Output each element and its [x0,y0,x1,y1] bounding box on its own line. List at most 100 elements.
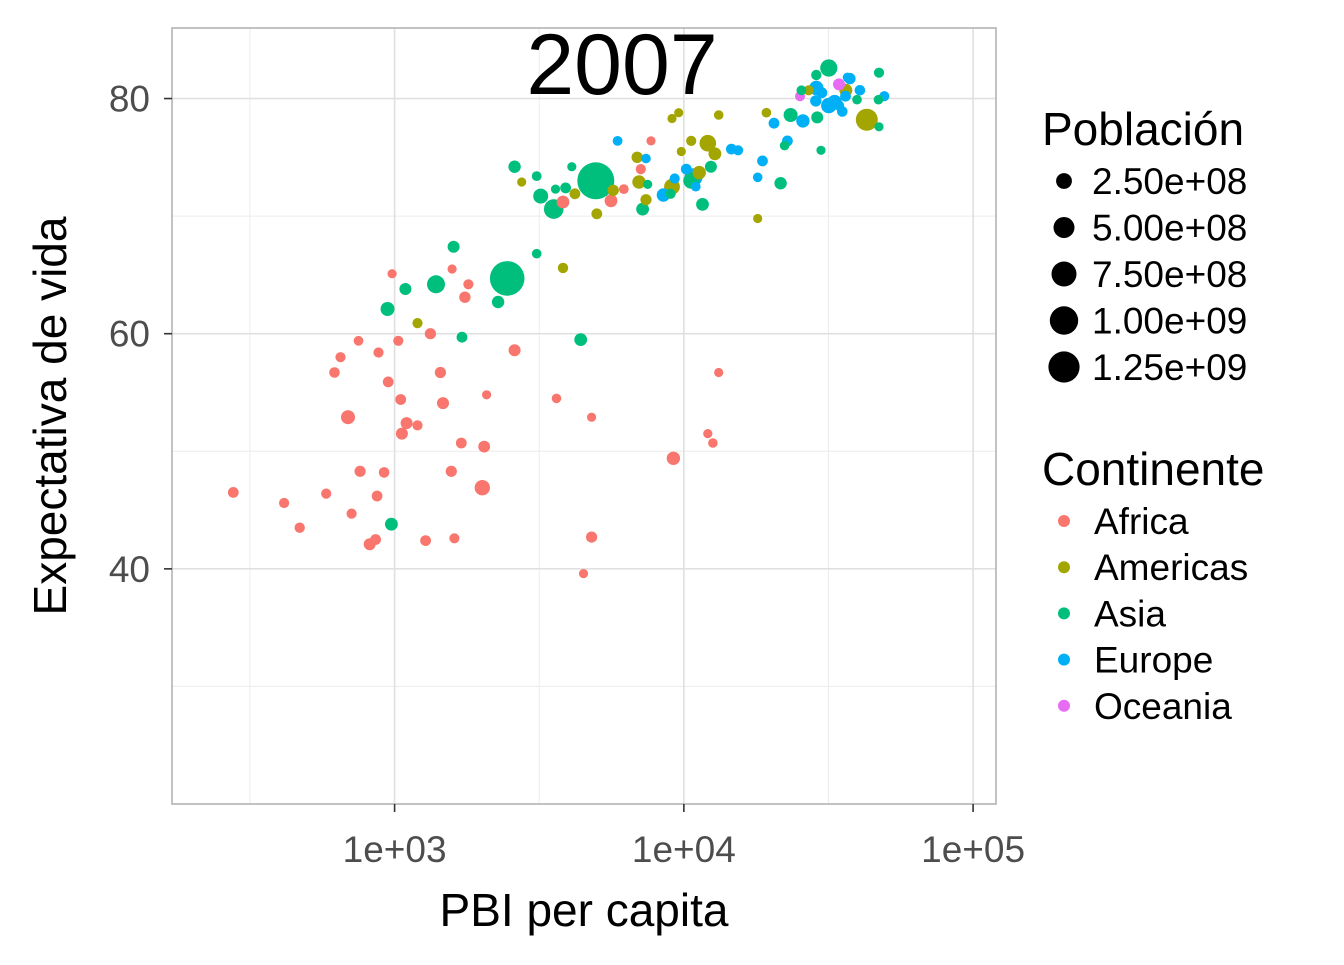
point-africa [378,467,390,478]
point-africa [341,410,355,425]
point-asia [508,160,521,173]
point-asia [820,59,838,77]
size-legend-label: 2.50e+08 [1092,161,1247,202]
point-africa [420,535,431,546]
data-points [227,59,890,579]
point-europe [768,117,780,129]
point-americas [686,135,697,146]
point-europe [840,90,851,102]
point-africa [412,420,423,431]
point-asia [774,177,787,190]
point-asia [560,182,571,194]
point-africa [714,367,724,378]
point-asia [873,94,884,105]
size-legend-key [1051,261,1077,287]
point-europe [810,95,822,107]
point-africa [708,438,718,448]
point-europe [842,72,853,83]
y-tick-label: 40 [109,549,150,590]
point-asia [380,302,395,316]
point-asia [852,94,862,105]
point-africa [294,522,305,533]
size-legend: Población 2.50e+08 5.00e+08 7.50e+08 1.00e+… [1042,103,1247,388]
color-legend-label: Africa [1094,501,1189,542]
point-africa [551,393,562,404]
chart-title: 2007 [526,17,717,113]
size-legend-key [1056,173,1072,189]
point-asia [636,202,649,216]
point-africa [463,279,474,290]
size-legend-key [1049,306,1079,335]
x-axis-label: PBI per capita [440,884,729,936]
x-axis: 1e+03 1e+04 1e+05 [343,804,1025,870]
point-africa [424,328,436,340]
point-americas [692,165,706,180]
color-legend-key-africa [1058,515,1070,527]
point-asia [665,188,676,199]
grid [172,28,996,804]
point-africa [370,534,381,545]
point-europe [833,100,845,111]
point-africa [447,264,457,274]
point-africa [455,437,467,449]
point-asia [574,333,588,346]
point-asia [873,67,885,78]
point-africa [321,488,332,499]
point-africa [508,344,521,357]
color-legend-key-europe [1058,653,1070,666]
point-africa [393,335,404,346]
point-africa [387,269,397,279]
point-asia [696,198,709,211]
point-africa [604,194,618,208]
point-europe [757,155,768,167]
y-axis: 40 60 80 [109,79,172,590]
point-americas [607,184,619,196]
size-legend-label: 1.00e+09 [1092,301,1247,342]
point-asia [456,331,468,343]
point-africa [445,465,457,477]
point-asia [816,145,826,155]
point-europe [680,163,692,175]
point-europe [816,87,828,99]
point-africa [635,164,646,175]
point-africa [400,417,413,430]
point-africa [482,390,492,400]
color-legend: Continente Africa Americas Asia Europe Ocean… [1042,443,1265,727]
color-legend-title: Continente [1042,443,1265,495]
point-asia [531,171,542,182]
color-legend-entries: Africa Americas Asia Europe Oceania [1058,501,1248,727]
point-africa [382,376,394,388]
y-tick-label: 60 [109,314,150,355]
point-americas [803,85,814,96]
point-americas [667,113,677,124]
point-asia [783,108,798,122]
point-africa [279,497,290,509]
point-africa [618,184,629,195]
y-tick-label: 80 [109,79,150,120]
point-africa [703,429,713,439]
point-asia [385,517,398,531]
point-africa [666,451,681,465]
point-africa [578,569,589,579]
x-tick-label: 1e+04 [632,829,736,870]
size-legend-label: 7.50e+08 [1092,254,1247,295]
point-americas [699,134,717,152]
point-asia [643,179,653,189]
point-asia [533,188,549,204]
point-africa [459,291,471,303]
x-tick-label: 1e+05 [921,829,1025,870]
point-asia [489,261,525,296]
point-africa [353,335,364,346]
point-asia [874,122,884,132]
size-legend-title: Población [1042,103,1244,155]
point-africa [371,490,383,502]
point-africa [474,480,490,496]
point-africa [434,366,446,379]
color-legend-key-asia [1058,607,1070,620]
size-legend-entries: 2.50e+08 5.00e+08 7.50e+08 1.00e+09 1.25e+09 [1048,161,1247,388]
size-legend-key [1053,217,1075,238]
point-asia [704,160,717,173]
